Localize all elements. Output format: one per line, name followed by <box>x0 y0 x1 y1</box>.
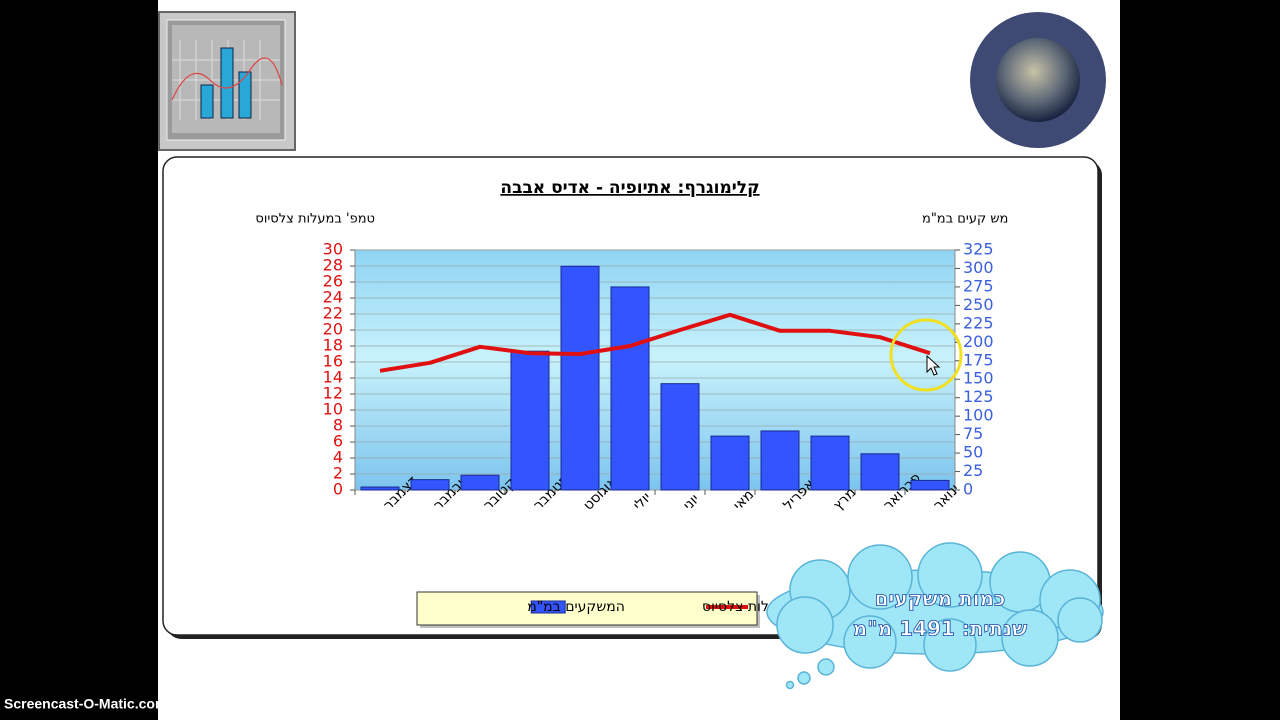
bar <box>560 265 600 491</box>
bar <box>760 430 800 491</box>
y2-tick-label: 300 <box>963 258 994 277</box>
bar <box>610 286 650 491</box>
y2-tick-label: 150 <box>963 369 994 388</box>
bar <box>410 479 450 491</box>
chart-icon <box>158 11 296 151</box>
y2-tick-label: 125 <box>963 387 994 406</box>
y-tick-label: 26 <box>323 272 343 291</box>
y2-tick-label: 0 <box>963 480 973 499</box>
annotation: כמות משקעים <box>875 587 1006 611</box>
y2-tick-label: 325 <box>963 240 994 259</box>
y-tick-label: 20 <box>323 320 343 339</box>
y-tick-label: 18 <box>323 336 343 355</box>
bar <box>660 383 700 491</box>
y2-tick-label: 275 <box>963 276 994 295</box>
y2-tick-label: 250 <box>963 295 994 314</box>
y-axis-title: טמפ' במעלות צלסיוס <box>255 212 375 227</box>
legend-label: המשקעים במ"מ <box>527 599 625 615</box>
line-series <box>379 312 931 373</box>
y-tick-label: 28 <box>323 256 343 275</box>
y2-tick-label: 100 <box>963 406 994 425</box>
bar <box>360 486 400 491</box>
y2-tick-label: 50 <box>963 443 983 462</box>
bar <box>710 435 750 491</box>
y-tick-label: 24 <box>323 288 343 307</box>
cursor-highlight <box>889 318 963 392</box>
watermark: Screencast-O-Matic.com <box>4 696 167 712</box>
y-tick-label: 6 <box>333 432 343 451</box>
y-tick-label: 10 <box>323 400 343 419</box>
globe-icon <box>970 12 1106 148</box>
bar <box>860 453 900 491</box>
legend-box <box>416 591 758 626</box>
y2-tick-label: 175 <box>963 350 994 369</box>
chart-title: קלימוגרף: אתיופיה - אדיס אבבה <box>500 178 759 198</box>
y-tick-label: 2 <box>333 464 343 483</box>
bar <box>510 350 550 491</box>
y-tick-label: 30 <box>323 240 343 259</box>
bar <box>460 474 500 491</box>
cloud-callout <box>766 542 1104 690</box>
y-tick-label: 8 <box>333 416 343 435</box>
y-tick-label: 4 <box>333 448 343 467</box>
y2-tick-label: 200 <box>963 332 994 351</box>
y-tick-label: 12 <box>323 384 343 403</box>
legend-swatch <box>530 600 566 614</box>
bar <box>910 479 950 491</box>
y2-tick-label: 225 <box>963 313 994 332</box>
y-tick-label: 14 <box>323 368 343 387</box>
y2-tick-label: 75 <box>963 424 983 443</box>
plot-area <box>354 249 956 491</box>
y2-axis-title: מש קעים במ"מ <box>922 212 1008 227</box>
annotation: שנתית: 1491 מ"מ <box>853 617 1027 641</box>
y2-tick-label: 25 <box>963 461 983 480</box>
y-tick-label: 22 <box>323 304 343 323</box>
y-tick-label: 16 <box>323 352 343 371</box>
bar <box>810 435 850 491</box>
cursor <box>926 354 941 376</box>
y-tick-label: 0 <box>333 480 343 499</box>
